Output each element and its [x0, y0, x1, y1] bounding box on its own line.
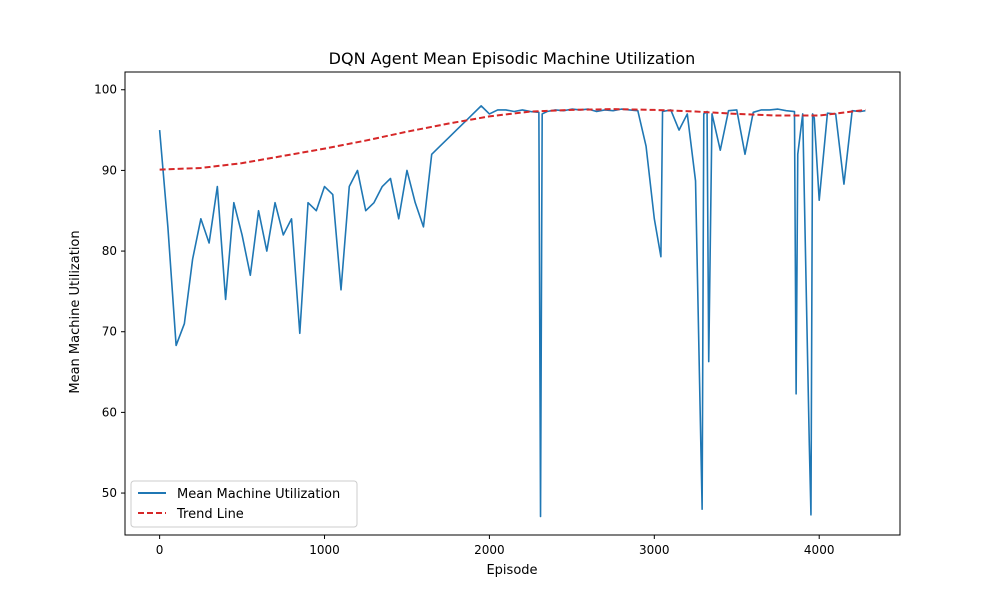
x-axis-label: Episode [486, 563, 537, 578]
x-tick-label: 0 [156, 543, 164, 557]
legend: Mean Machine Utilization Trend Line [130, 480, 358, 528]
plot-frame [124, 71, 901, 536]
plot-area [158, 105, 866, 518]
legend-label-trend: Trend Line [176, 507, 244, 522]
series-line-utilization [158, 105, 866, 518]
series-line-trend [159, 108, 866, 171]
x-tick-label: 3000 [639, 543, 670, 557]
chart-title: DQN Agent Mean Episodic Machine Utilizat… [329, 49, 696, 68]
y-tick-label: 70 [102, 325, 117, 339]
y-tick-label: 50 [102, 486, 117, 500]
y-tick-label: 90 [102, 163, 117, 177]
y-tick-label: 60 [102, 405, 117, 419]
x-tick-label: 4000 [804, 543, 835, 557]
x-tick-label: 2000 [474, 543, 505, 557]
legend-box [130, 480, 358, 528]
y-tick-label: 80 [102, 244, 117, 258]
axes: 0 1000 2000 3000 4000 50 60 70 80 90 100 [94, 71, 901, 557]
y-tick-label: 100 [94, 83, 117, 97]
y-axis-label: Mean Machine Utilization [68, 230, 83, 393]
x-tick-label: 1000 [309, 543, 340, 557]
legend-label-utilization: Mean Machine Utilization [177, 487, 340, 502]
